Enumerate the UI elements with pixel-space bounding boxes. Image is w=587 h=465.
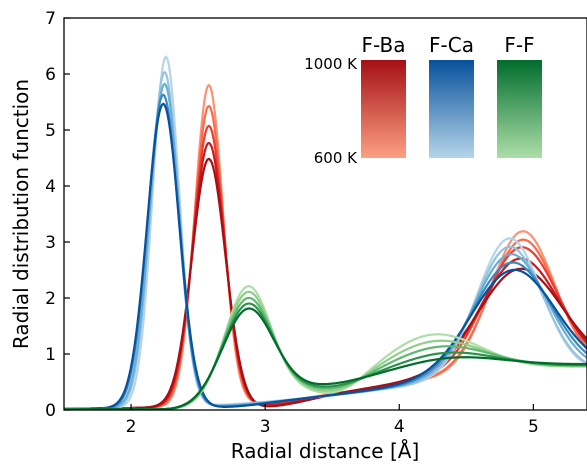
legend-bar-f-f xyxy=(497,60,542,158)
legend-bar-f-ca xyxy=(429,60,474,158)
legend-temp-low: 600 K xyxy=(314,149,358,167)
series-group xyxy=(64,55,587,410)
y-tick-label: 7 xyxy=(45,9,56,29)
y-tick-label: 6 xyxy=(45,65,56,85)
legend-label-f-ba: F-Ba xyxy=(362,33,406,57)
y-tick-label: 1 xyxy=(45,345,56,365)
y-tick-label: 2 xyxy=(45,289,56,309)
legend-temp-high: 1000 K xyxy=(304,55,358,73)
y-tick-label: 3 xyxy=(45,233,56,253)
x-axis-title: Radial distance [Å] xyxy=(231,439,420,463)
y-tick-label: 0 xyxy=(45,401,56,421)
x-tick-label: 3 xyxy=(260,417,271,437)
x-tick-label: 5 xyxy=(528,417,539,437)
plot-frame xyxy=(63,17,587,411)
legend-label-f-ca: F-Ca xyxy=(429,33,474,57)
legend: F-Ba F-Ca F-F 1000 K 600 K xyxy=(304,33,542,167)
x-tick-label: 4 xyxy=(394,417,405,437)
legend-bar-f-ba xyxy=(361,60,406,158)
y-tick-label: 5 xyxy=(45,121,56,141)
legend-label-f-f: F-F xyxy=(504,33,534,57)
y-axis: 0 1 2 3 4 5 6 7 xyxy=(45,9,70,421)
series-line-f-ca-4 xyxy=(64,102,587,410)
x-tick-label: 2 xyxy=(126,417,137,437)
x-axis: 2 3 4 5 xyxy=(126,404,539,437)
y-tick-label: 4 xyxy=(45,177,56,197)
y-axis-title: Radial distribution function xyxy=(9,79,33,349)
